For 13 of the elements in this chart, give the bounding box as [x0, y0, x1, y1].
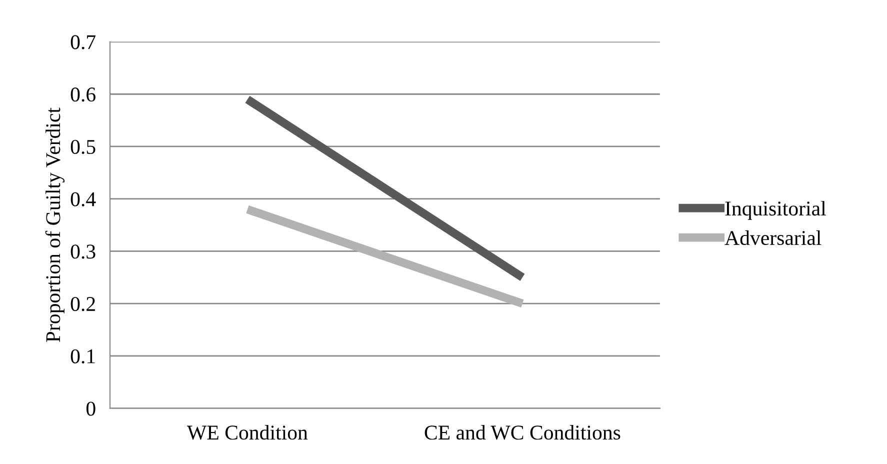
y-tick-label: 0.3 [70, 244, 96, 259]
x-tick-label: CE and WC Conditions [424, 424, 620, 440]
y-tick-label: 0 [86, 402, 96, 416]
y-axis-title: Proportion of Guilty Verdict [45, 108, 64, 342]
y-tick-label: 0.7 [70, 35, 96, 50]
y-tick-label: 0.5 [70, 140, 96, 154]
x-tick-label: WE Condition [187, 424, 308, 440]
y-tick-label: 0.1 [70, 349, 95, 364]
legend-label: Inquisitorial [725, 200, 826, 220]
y-tick-label: 0.6 [70, 88, 96, 102]
y-tick-label: 0.2 [70, 296, 95, 312]
y-tick-label: 0.4 [70, 192, 96, 206]
legend-label: Adversarial [724, 230, 822, 246]
